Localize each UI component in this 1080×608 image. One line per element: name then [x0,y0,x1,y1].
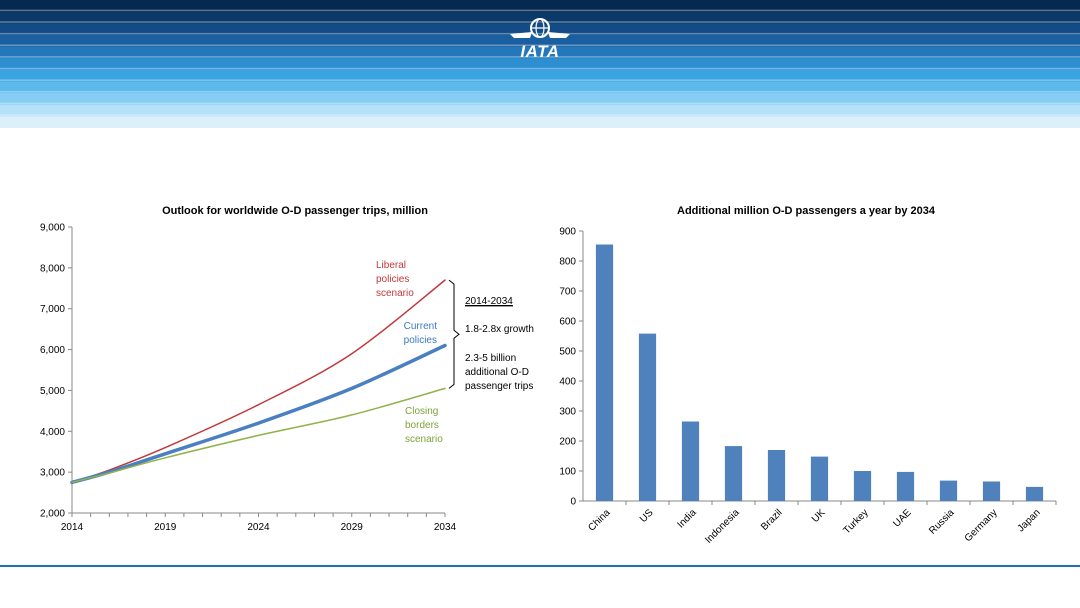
annotation-additional-line: passenger trips [465,381,533,392]
series-line-current [70,343,447,485]
line-y-tick-label: 8,000 [40,263,65,274]
header-stripe-line [0,44,1080,47]
header-stripe-line [0,21,1080,23]
header-stripes [0,0,1080,128]
line-y-tick-label: 5,000 [40,386,65,397]
bar-chart: Additional million O-D passengers a year… [559,205,1057,546]
header-stripe-line [0,79,1080,81]
header-stripe [0,11,1080,24]
bar-x-tick-label: Indonesia [703,507,742,546]
annotation-liberal-line: scenario [376,288,414,299]
bar-y-tick-label: 300 [559,407,576,418]
line-y-tick-label: 9,000 [40,223,65,234]
annotation-current-line: policies [404,335,437,346]
bar-japan [1025,486,1044,501]
bar-x-tick-label: Brazil [759,507,784,532]
bar-russia [939,480,958,501]
header-stripe [0,69,1080,83]
header-stripe [0,23,1080,36]
line-chart-title: Outlook for worldwide O-D passenger trip… [162,205,428,217]
bar-us [638,333,657,501]
line-x-tick-label: 2014 [61,522,84,533]
header-stripe [0,81,1080,94]
line-y-tick-label: 4,000 [40,427,65,438]
bar-uae [896,471,915,501]
logo-text: IATA [520,42,560,61]
bar-y-tick-label: 100 [559,467,576,478]
bar-y-tick-label: 700 [559,287,576,298]
bar-y-tick-label: 0 [570,497,576,508]
header-stripe [0,58,1080,71]
bar-y-tick-label: 200 [559,437,576,448]
line-x-tick-label: 2019 [154,522,177,533]
header-stripe-line [0,102,1080,105]
bar-germany [982,481,1001,501]
header-stripe-line [0,91,1080,93]
bar-chart-title: Additional million O-D passengers a year… [677,205,936,217]
header-stripe-line [0,9,1080,12]
bar-x-tick-label: Germany [963,507,1000,544]
annotation-closing-line: borders [405,420,439,431]
bar-india [681,421,700,501]
bar-x-tick-label: UK [810,507,828,525]
bar-x-tick-label: China [586,507,613,534]
annotation-closing: Closing borders scenario [405,406,443,445]
header-stripe-line [0,67,1080,70]
annotation-additional: 2.3-5 billion additional O-D passenger tri… [465,353,533,392]
annotation-liberal: Liberal policies scenario [376,260,414,299]
annotation-closing-line: Closing [405,406,438,417]
bar-y-tick-label: 900 [559,227,576,238]
bar-x-tick-label: Japan [1016,507,1043,534]
line-x-tick-label: 2029 [341,522,364,533]
bar-indonesia [724,446,743,501]
footer-line [0,565,1080,567]
bar-turkey [853,471,872,501]
line-y-tick-label: 7,000 [40,304,65,315]
bar-y-tick-label: 400 [559,377,576,388]
annotation-growth: 1.8-2.8x growth [465,324,534,335]
annotation-additional-line: 2.3-5 billion [465,353,516,364]
iata-logo: IATA [508,16,572,64]
bar-y-tick-label: 500 [559,347,576,358]
bar-x-tick-label: Turkey [841,507,870,536]
line-y-tick-label: 2,000 [40,509,65,520]
series-line-closing [71,387,446,484]
annotation-current-line: Current [404,321,438,332]
header-stripe [0,34,1080,48]
line-y-tick-label: 3,000 [40,468,65,479]
bar-uk [810,456,829,501]
bar-y-tick-label: 600 [559,317,576,328]
bar-x-tick-label: India [676,507,699,530]
annotation-period: 2014-2034 [465,296,513,307]
globe-wings-icon [510,18,570,38]
annotation-liberal-line: Liberal [376,260,406,271]
header-stripe [0,104,1080,117]
bar-x-tick-label: Russia [927,507,957,537]
line-chart: Outlook for worldwide O-D passenger trip… [40,205,534,533]
line-y-tick-label: 6,000 [40,345,65,356]
header-stripe-line [0,114,1080,116]
bar-y-tick-label: 800 [559,257,576,268]
annotation-closing-line: scenario [405,434,443,445]
header-stripe [0,46,1080,59]
line-x-tick-label: 2024 [247,522,270,533]
header-stripe [0,0,1080,13]
series-line-liberal [71,279,446,484]
header-stripe [0,93,1080,106]
bar-brazil [767,450,786,501]
range-bracket [448,279,460,389]
header-stripe [0,116,1080,128]
header-stripe-line [0,32,1080,35]
annotation-current: Current policies [404,321,438,346]
line-x-tick-label: 2034 [434,522,457,533]
header-banner: IATA [0,0,1080,128]
header-stripe-line [0,56,1080,58]
annotation-additional-line: additional O-D [465,367,529,378]
bar-x-tick-label: US [638,507,656,525]
annotation-liberal-line: policies [376,274,409,285]
bar-x-tick-label: UAE [891,507,914,530]
bar-china [595,244,614,501]
